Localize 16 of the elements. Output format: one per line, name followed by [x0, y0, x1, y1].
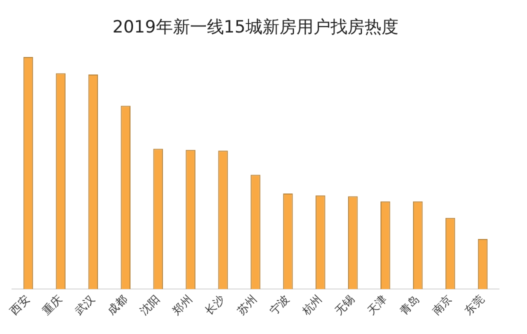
x-tick-label: 武汉 — [72, 292, 98, 318]
x-tick-label: 郑州 — [170, 292, 195, 318]
x-tick-label: 重庆 — [40, 292, 65, 318]
x-tick-label: 成都 — [105, 292, 130, 318]
x-tick-label: 杭州 — [299, 292, 325, 318]
x-tick-label: 南京 — [430, 292, 454, 318]
x-tick-label: 青岛 — [397, 292, 422, 318]
x-tick-label: 天津 — [364, 292, 390, 318]
x-tick-label: 苏州 — [234, 292, 260, 318]
chart-title: 2019年新一线15城新房用户找房热度 — [112, 18, 398, 38]
x-tick-label: 无锡 — [332, 292, 358, 318]
x-tick-label: 宁波 — [267, 292, 292, 318]
x-tick-label: 长沙 — [202, 292, 228, 318]
x-tick-label: 西安 — [8, 292, 32, 318]
x-tick-label: 沈阳 — [137, 292, 162, 318]
x-tick-label: 东莞 — [462, 292, 487, 318]
